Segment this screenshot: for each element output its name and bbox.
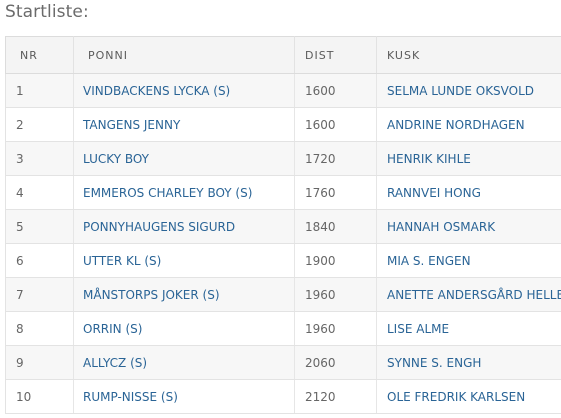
table-row: 3 LUCKY BOY 1720 HENRIK KIHLE (5, 141, 561, 176)
driver-link[interactable]: HENRIK KIHLE (376, 141, 561, 176)
cell-nr: 7 (5, 277, 74, 312)
table-row: 8 ORRIN (S) 1960 LISE ALME (5, 311, 561, 346)
table-row: 1 VINDBACKENS LYCKA (S) 1600 SELMA LUNDE… (5, 73, 561, 108)
cell-dist: 1960 (294, 311, 377, 346)
pony-link[interactable]: MÅNSTORPS JOKER (S) (73, 277, 295, 312)
driver-link[interactable]: ANETTE ANDERSGÅRD HELLE (376, 277, 561, 312)
pony-link[interactable]: ORRIN (S) (73, 311, 295, 346)
cell-nr: 3 (5, 141, 74, 176)
cell-dist: 1760 (294, 175, 377, 210)
header-row: NR PONNI DIST KUSK (5, 36, 561, 74)
driver-link[interactable]: ANDRINE NORDHAGEN (376, 107, 561, 142)
pony-link[interactable]: PONNYHAUGENS SIGURD (73, 209, 295, 244)
table-body: 1 VINDBACKENS LYCKA (S) 1600 SELMA LUNDE… (5, 73, 561, 414)
cell-dist: 2060 (294, 345, 377, 380)
pony-link[interactable]: UTTER KL (S) (73, 243, 295, 278)
cell-dist: 1840 (294, 209, 377, 244)
cell-nr: 10 (5, 379, 74, 414)
pony-link[interactable]: LUCKY BOY (73, 141, 295, 176)
driver-link[interactable]: LISE ALME (376, 311, 561, 346)
cell-dist: 1720 (294, 141, 377, 176)
column-header-kusk[interactable]: KUSK (376, 36, 561, 74)
cell-dist: 2120 (294, 379, 377, 414)
table-row: 4 EMMEROS CHARLEY BOY (S) 1760 RANNVEI H… (5, 175, 561, 210)
pony-link[interactable]: TANGENS JENNY (73, 107, 295, 142)
table-row: 7 MÅNSTORPS JOKER (S) 1960 ANETTE ANDERS… (5, 277, 561, 312)
cell-nr: 6 (5, 243, 74, 278)
pony-link[interactable]: EMMEROS CHARLEY BOY (S) (73, 175, 295, 210)
column-header-dist[interactable]: DIST (294, 36, 377, 74)
cell-dist: 1900 (294, 243, 377, 278)
cell-nr: 5 (5, 209, 74, 244)
cell-nr: 4 (5, 175, 74, 210)
pony-link[interactable]: VINDBACKENS LYCKA (S) (73, 73, 295, 108)
pony-link[interactable]: ALLYCZ (S) (73, 345, 295, 380)
driver-link[interactable]: MIA S. ENGEN (376, 243, 561, 278)
driver-link[interactable]: HANNAH OSMARK (376, 209, 561, 244)
table-row: 10 RUMP-NISSE (S) 2120 OLE FREDRIK KARLS… (5, 379, 561, 414)
page-title: Startliste: (5, 2, 89, 22)
table-row: 6 UTTER KL (S) 1900 MIA S. ENGEN (5, 243, 561, 278)
table-row: 5 PONNYHAUGENS SIGURD 1840 HANNAH OSMARK (5, 209, 561, 244)
driver-link[interactable]: OLE FREDRIK KARLSEN (376, 379, 561, 414)
driver-link[interactable]: SYNNE S. ENGH (376, 345, 561, 380)
column-header-nr[interactable]: NR (5, 36, 74, 74)
cell-dist: 1600 (294, 107, 377, 142)
startlist-table: NR PONNI DIST KUSK 1 VINDBACKENS LYCKA (… (5, 36, 561, 414)
cell-nr: 2 (5, 107, 74, 142)
cell-nr: 9 (5, 345, 74, 380)
column-header-ponni[interactable]: PONNI (73, 36, 295, 74)
cell-nr: 1 (5, 73, 74, 108)
table-row: 9 ALLYCZ (S) 2060 SYNNE S. ENGH (5, 345, 561, 380)
cell-nr: 8 (5, 311, 74, 346)
driver-link[interactable]: RANNVEI HONG (376, 175, 561, 210)
cell-dist: 1600 (294, 73, 377, 108)
cell-dist: 1960 (294, 277, 377, 312)
pony-link[interactable]: RUMP-NISSE (S) (73, 379, 295, 414)
table-row: 2 TANGENS JENNY 1600 ANDRINE NORDHAGEN (5, 107, 561, 142)
table-header: NR PONNI DIST KUSK (5, 36, 561, 74)
driver-link[interactable]: SELMA LUNDE OKSVOLD (376, 73, 561, 108)
